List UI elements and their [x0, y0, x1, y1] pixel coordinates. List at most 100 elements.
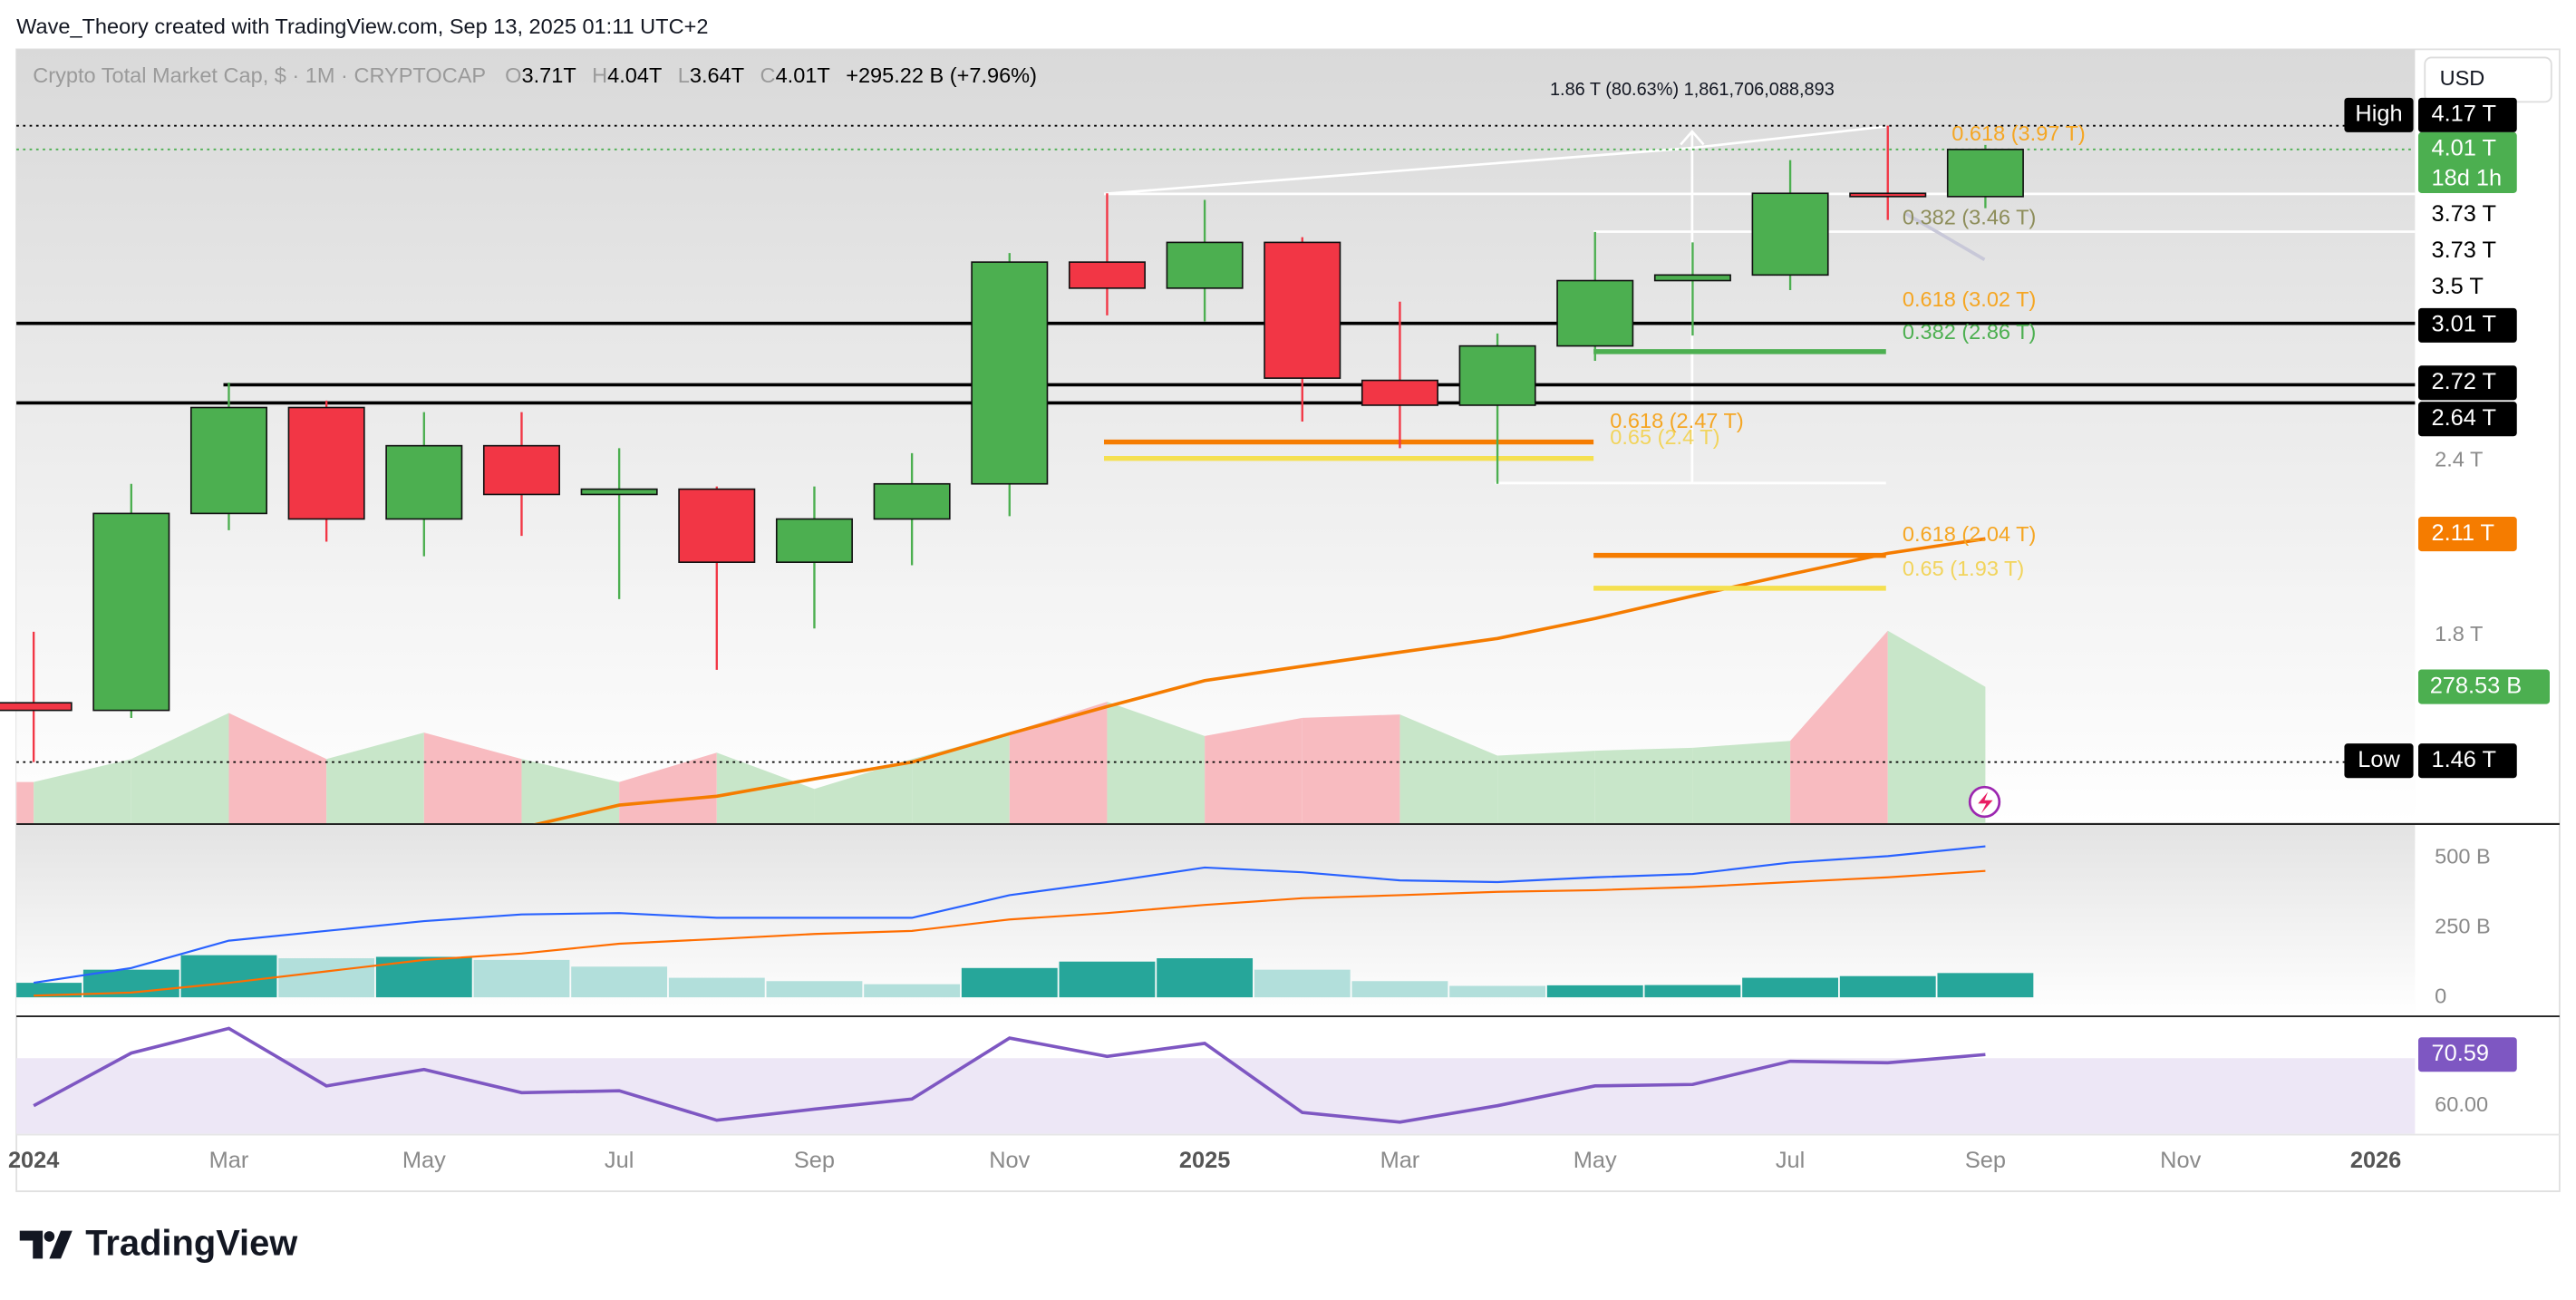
price-tag-box	[2344, 743, 2414, 779]
candle-body	[385, 444, 463, 520]
fib-label: 0.618 (2.04 T)	[1903, 522, 2036, 546]
candle-body	[1653, 274, 1731, 282]
x-tick-label: 2024	[8, 1148, 59, 1173]
x-tick-label: Jul	[605, 1148, 634, 1173]
candle-body	[1556, 279, 1634, 347]
volume-area	[228, 713, 327, 824]
macd-histogram-bar	[864, 984, 961, 998]
candle-body	[1166, 241, 1244, 289]
volume-area	[1009, 702, 1108, 824]
volume-area	[619, 752, 717, 824]
candle-body	[1068, 261, 1146, 289]
symbol: Crypto Total Market Cap, $ · 1M · CRYPTO…	[33, 63, 486, 87]
price-label-box	[2418, 743, 2517, 779]
main-pane	[16, 49, 2416, 824]
x-tick-label: Nov	[989, 1148, 1030, 1173]
ma-layer	[534, 537, 1986, 824]
price-tag-box	[2344, 97, 2414, 132]
fib-label: 0.618 (3.02 T)	[1903, 287, 2036, 311]
rsi-band	[16, 1058, 2416, 1134]
event-icon-bolt	[1978, 791, 1993, 814]
volume-area	[1790, 630, 1888, 824]
ohlc-key: C	[760, 63, 776, 87]
price-label: 3.01 T	[2432, 312, 2496, 337]
measure-label: 1.86 T (80.63%) 1,861,706,088,893	[1550, 80, 1835, 100]
x-tick-label: Nov	[2160, 1148, 2201, 1173]
candle-body	[678, 488, 756, 563]
rsi-label: 70.59	[2432, 1041, 2489, 1066]
price-label-box	[2418, 270, 2517, 306]
x-tick-label: Sep	[794, 1148, 835, 1173]
price-label: 2.64 T	[2432, 405, 2496, 431]
ohlc-key: L	[678, 63, 690, 87]
macd-line	[33, 845, 1986, 985]
ohlc-key: O	[505, 63, 521, 87]
macd-layer	[16, 845, 2034, 998]
brand: TradingView	[85, 1223, 298, 1263]
volume-area	[1692, 741, 1791, 824]
x-tick-label: 2025	[1179, 1148, 1230, 1173]
volume-layer	[16, 630, 1986, 824]
price-label-box	[2418, 402, 2517, 437]
rsi-label-box	[2418, 1037, 2517, 1072]
fib-label: 0.618 (3.97 T)	[1951, 121, 2085, 145]
drawings	[1103, 125, 2416, 819]
candle-body	[1751, 192, 1829, 276]
volume-label-box	[2418, 669, 2550, 704]
candle-body	[482, 444, 560, 496]
fib-label: 0.618 (2.47 T)	[1610, 409, 1743, 432]
candle-body	[1946, 149, 2024, 198]
candle-body	[92, 512, 170, 712]
candle-body	[189, 406, 267, 515]
candle-body	[1458, 344, 1536, 406]
candles	[0, 125, 2024, 762]
macd-histogram-bar	[1546, 985, 1643, 998]
y-tick-label: 0	[2435, 984, 2446, 1007]
rsi-layer	[33, 1026, 1986, 1124]
x-tick-label: Sep	[1965, 1148, 2006, 1173]
ohlc-key: H	[592, 63, 607, 87]
macd-histogram-bar	[278, 958, 375, 998]
candle-body	[287, 406, 365, 520]
macd-histogram-bar	[961, 967, 1058, 998]
volume-area	[1107, 702, 1206, 824]
volume-area	[326, 732, 424, 824]
x-tick-label: May	[1574, 1148, 1617, 1173]
candle-body	[580, 488, 658, 496]
macd-histogram-bar	[1742, 977, 1839, 998]
candle-body	[0, 702, 73, 712]
macd-histogram-bar	[1644, 985, 1741, 998]
macd-histogram-bar	[571, 966, 668, 998]
y-tick-label: 250 B	[2435, 914, 2491, 937]
macd-histogram-bar	[1449, 985, 1546, 998]
volume-area	[521, 759, 620, 824]
macd-histogram-bar	[1157, 958, 1254, 998]
price-label-box	[2418, 307, 2517, 343]
fib-label: 0.65 (1.93 T)	[1903, 557, 2024, 580]
price-label-box	[2418, 97, 2517, 132]
macd-histogram-bar	[1839, 975, 1936, 998]
currency[interactable]: USD	[2440, 66, 2485, 90]
price-label: 1.46 T	[2432, 747, 2496, 772]
macd-histogram-bar	[766, 981, 863, 998]
logo-mark	[19, 1230, 73, 1259]
ohlc-value: 4.01T	[776, 63, 830, 87]
fib-label: 0.382 (3.46 T)	[1903, 205, 2036, 228]
volume-area	[1887, 630, 1986, 824]
candle-body	[1264, 241, 1341, 379]
logo: TradingView	[19, 1223, 298, 1263]
price-label: 2.72 T	[2432, 369, 2496, 394]
y-tick-label: 2.4 T	[2435, 447, 2483, 471]
volume-area	[16, 781, 34, 824]
countdown: 18d 1h	[2432, 165, 2503, 190]
fib-label: 0.382 (2.86 T)	[1903, 320, 2036, 344]
x-tick-label: Mar	[209, 1148, 249, 1173]
x-tick-label: Jul	[1776, 1148, 1805, 1173]
macd-histogram-bar	[1059, 961, 1156, 998]
price-label: 2.11 T	[2432, 520, 2495, 546]
price-label: 3.5 T	[2432, 274, 2484, 299]
macd-histogram-bar	[1254, 969, 1351, 998]
price-label-box	[2418, 234, 2517, 269]
